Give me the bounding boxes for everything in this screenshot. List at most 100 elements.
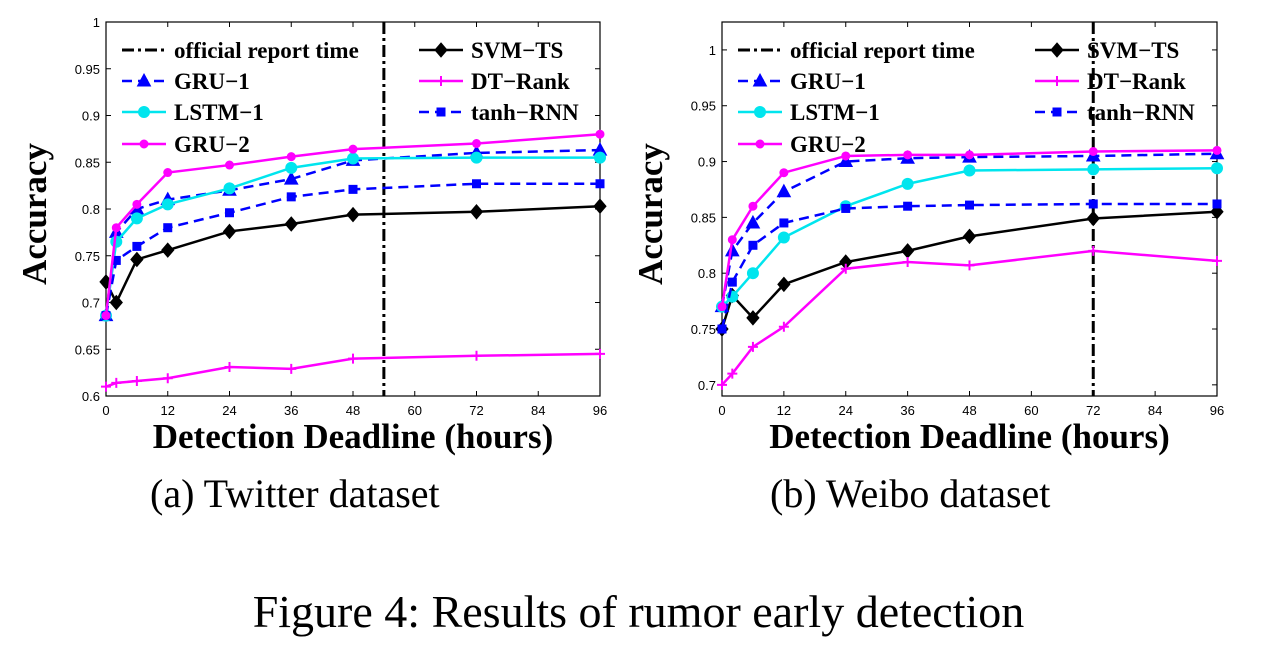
- y-tick-label: 0.65: [75, 342, 100, 357]
- y-axis-label: Accuracy: [631, 143, 670, 285]
- y-tick-label: 0.7: [82, 296, 100, 311]
- legend-swatch-marker: [754, 106, 766, 118]
- y-tick-label: 1: [93, 15, 100, 30]
- y-tick-label: 0.8: [698, 266, 716, 281]
- data-point: [594, 151, 606, 164]
- data-point: [284, 216, 298, 232]
- x-tick-label: 72: [469, 403, 483, 418]
- data-point: [727, 368, 738, 379]
- series-GRU−2: [717, 145, 1222, 312]
- series-line: [720, 152, 1218, 307]
- legend-label: SVM−TS: [1087, 38, 1179, 63]
- data-point: [717, 324, 727, 334]
- data-point: [161, 198, 174, 211]
- legend-label: LSTM−1: [790, 100, 880, 125]
- data-point: [778, 321, 789, 332]
- data-point: [346, 206, 360, 223]
- legend-label: LSTM−1: [174, 100, 264, 125]
- data-point: [348, 184, 358, 194]
- data-point: [1212, 199, 1222, 209]
- data-point: [225, 160, 234, 170]
- data-point: [595, 179, 605, 189]
- data-point: [131, 376, 142, 387]
- data-point: [1088, 147, 1098, 157]
- series-tanh−RNN: [101, 179, 605, 321]
- y-tick-label: 1: [709, 43, 716, 58]
- subcaption-weibo: (b) Weibo dataset: [770, 471, 1051, 516]
- data-point: [1088, 245, 1099, 256]
- legend-label: GRU−1: [790, 69, 866, 94]
- data-point: [903, 201, 913, 211]
- legend-swatch-marker: [138, 106, 150, 118]
- legend-label: official report time: [174, 38, 359, 63]
- data-point: [965, 200, 974, 210]
- data-point: [130, 212, 143, 225]
- x-tick-label: 36: [900, 403, 914, 418]
- data-point: [964, 260, 975, 271]
- series-GRU−1: [98, 142, 608, 322]
- data-point: [963, 164, 976, 177]
- data-point: [748, 201, 758, 211]
- data-point: [747, 341, 758, 352]
- series-tanh−RNN: [717, 199, 1222, 334]
- data-point: [132, 241, 142, 251]
- data-point: [901, 177, 914, 190]
- data-point: [779, 218, 789, 228]
- x-tick-label: 0: [102, 403, 109, 418]
- x-tick-label: 48: [346, 403, 360, 418]
- x-tick-label: 36: [284, 403, 298, 418]
- data-point: [776, 183, 792, 198]
- legend-swatch-marker: [1052, 107, 1062, 117]
- data-point: [777, 231, 790, 244]
- data-point: [900, 243, 915, 259]
- figure-charts: 0 12 24 36 48 60 72 84 96 0.6 0.65 0.7 0.75 0.8 0.85 0.…: [15, 15, 1225, 456]
- legend-label: tanh−RNN: [1087, 100, 1195, 125]
- data-point: [593, 198, 607, 214]
- legend-swatch-marker: [434, 42, 448, 58]
- data-point: [472, 179, 481, 189]
- data-point: [111, 223, 121, 233]
- series-line: [721, 249, 1218, 386]
- data-point: [727, 277, 737, 287]
- y-tick-label: 0.95: [691, 99, 716, 114]
- series-line: [104, 182, 600, 316]
- data-point: [717, 379, 727, 390]
- data-point: [101, 381, 111, 392]
- y-tick-label: 0.75: [75, 249, 100, 264]
- x-tick-label: 0: [718, 403, 725, 418]
- x-tick-label: 72: [1086, 403, 1100, 418]
- y-tick-label: 0.8: [82, 202, 100, 217]
- data-point: [469, 204, 484, 220]
- legend-swatch-marker: [755, 139, 765, 149]
- data-point: [111, 377, 122, 388]
- data-point: [348, 353, 358, 364]
- x-axis-label: Detection Deadline (hours): [153, 417, 554, 456]
- data-point: [840, 263, 851, 274]
- legend-label: SVM−TS: [471, 38, 563, 63]
- data-point: [163, 168, 173, 178]
- data-point: [779, 168, 789, 178]
- data-point: [286, 152, 296, 162]
- series-DT−Rank: [717, 245, 1222, 390]
- y-tick-label: 0.95: [75, 62, 100, 77]
- x-tick-label: 12: [161, 403, 175, 418]
- chart-0: 0 12 24 36 48 60 72 84 96 0.6 0.65 0.7 0.75 0.8 0.85 0.…: [15, 15, 608, 456]
- x-tick-label: 96: [593, 403, 607, 418]
- data-point: [838, 153, 854, 168]
- data-point: [111, 255, 121, 265]
- x-tick-label: 12: [777, 403, 791, 418]
- legend: official report time SVM−TS GRU−1 DT−Rank LS…: [122, 38, 579, 157]
- y-tick-label: 0.9: [698, 155, 716, 170]
- legend-label: DT−Rank: [471, 69, 570, 94]
- legend-label: GRU−1: [174, 69, 250, 94]
- data-point: [109, 294, 123, 311]
- series-DT−Rank: [101, 348, 605, 392]
- data-point: [746, 267, 759, 280]
- data-point: [1086, 210, 1100, 227]
- x-tick-label: 84: [1148, 403, 1162, 418]
- data-point: [595, 348, 605, 359]
- series-line: [104, 148, 601, 316]
- x-tick-label: 84: [531, 403, 545, 418]
- data-point: [902, 257, 913, 268]
- legend-label: GRU−2: [174, 132, 250, 157]
